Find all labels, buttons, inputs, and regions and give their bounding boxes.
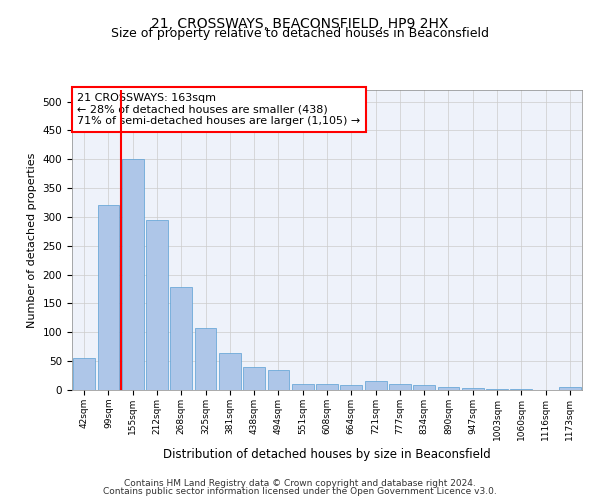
- Bar: [97, 206, 119, 390]
- Bar: [413, 386, 435, 390]
- Bar: [194, 328, 217, 390]
- Bar: [316, 384, 338, 390]
- Bar: [389, 384, 411, 390]
- Text: 21 CROSSWAYS: 163sqm
← 28% of detached houses are smaller (438)
71% of semi-deta: 21 CROSSWAYS: 163sqm ← 28% of detached h…: [77, 93, 361, 126]
- Bar: [462, 388, 484, 390]
- Bar: [243, 367, 265, 390]
- Bar: [365, 382, 386, 390]
- Bar: [559, 387, 581, 390]
- Text: 21, CROSSWAYS, BEACONSFIELD, HP9 2HX: 21, CROSSWAYS, BEACONSFIELD, HP9 2HX: [151, 18, 449, 32]
- Y-axis label: Number of detached properties: Number of detached properties: [27, 152, 37, 328]
- Text: Contains public sector information licensed under the Open Government Licence v3: Contains public sector information licen…: [103, 487, 497, 496]
- Bar: [122, 159, 143, 390]
- Bar: [146, 220, 168, 390]
- Bar: [340, 386, 362, 390]
- Bar: [170, 288, 192, 390]
- X-axis label: Distribution of detached houses by size in Beaconsfield: Distribution of detached houses by size …: [163, 448, 491, 461]
- Bar: [219, 352, 241, 390]
- Text: Contains HM Land Registry data © Crown copyright and database right 2024.: Contains HM Land Registry data © Crown c…: [124, 478, 476, 488]
- Bar: [292, 384, 314, 390]
- Bar: [73, 358, 95, 390]
- Bar: [268, 370, 289, 390]
- Bar: [437, 387, 460, 390]
- Text: Size of property relative to detached houses in Beaconsfield: Size of property relative to detached ho…: [111, 28, 489, 40]
